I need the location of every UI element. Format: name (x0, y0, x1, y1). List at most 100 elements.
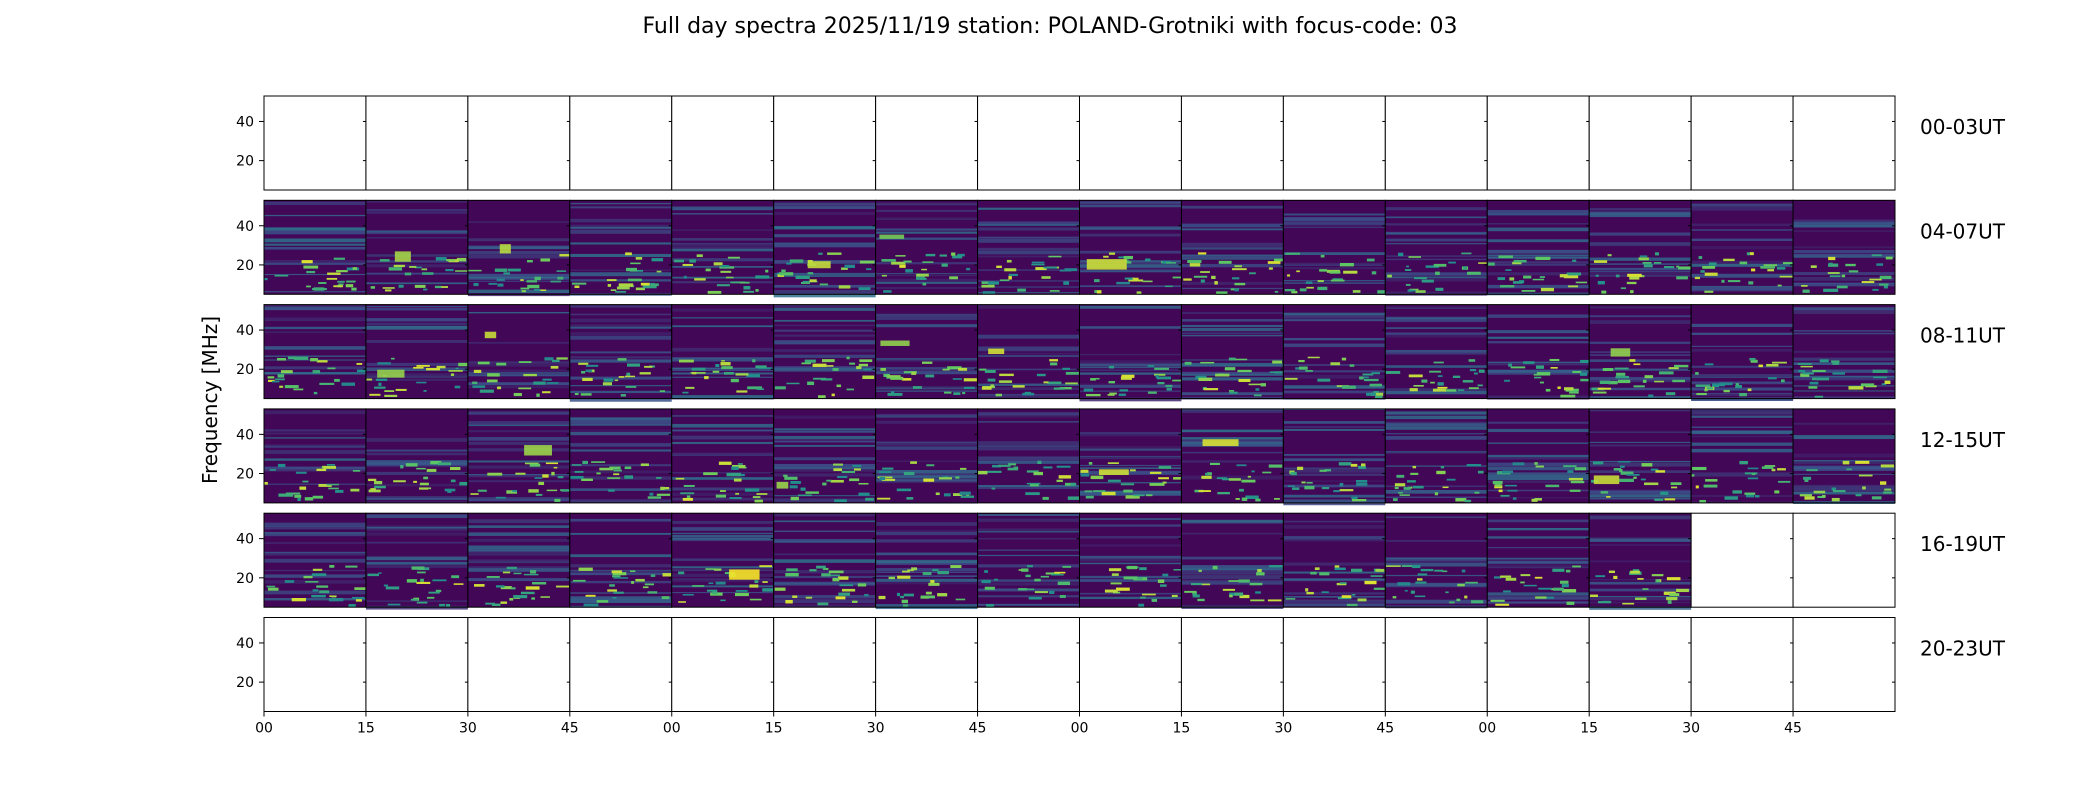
burst-mark (944, 391, 952, 394)
burst-mark (1301, 481, 1306, 484)
burst-mark (801, 362, 812, 365)
spectrum-panel (1282, 617, 1386, 712)
band-stripe (1487, 249, 1590, 254)
burst-mark (779, 272, 794, 276)
burst-mark (1845, 263, 1856, 267)
band-stripe (1487, 284, 1590, 289)
burst-mark (1198, 490, 1211, 492)
band-stripe (977, 349, 1080, 352)
band-stripe (875, 531, 978, 536)
burst-mark (366, 378, 373, 381)
burst-mark (1350, 463, 1358, 467)
band-stripe (467, 254, 570, 259)
band-stripe (977, 595, 1080, 598)
burst-mark (1413, 384, 1424, 387)
burst-mark (1846, 468, 1852, 471)
spectrum-panel (1384, 95, 1488, 191)
strong-emission (1086, 259, 1127, 270)
y-tick-label: 20 (236, 675, 254, 691)
strong-emission (807, 261, 831, 269)
burst-mark (720, 270, 732, 273)
band-stripe (264, 201, 366, 206)
spectrum-panel (365, 512, 469, 610)
panel-background (569, 617, 672, 712)
burst-mark (1337, 597, 1352, 600)
burst-mark (1364, 580, 1377, 585)
band-stripe (1487, 557, 1590, 560)
burst-mark (822, 365, 834, 367)
band-stripe (1691, 375, 1794, 377)
band-stripe (1283, 480, 1386, 482)
band-stripe (1691, 365, 1794, 368)
burst-mark (580, 393, 592, 396)
spectrum-panel (875, 95, 979, 191)
band-stripe (1385, 411, 1488, 415)
burst-mark (1415, 290, 1426, 293)
burst-mark (853, 468, 861, 471)
burst-mark (355, 599, 362, 602)
burst-mark (1234, 288, 1239, 292)
band-stripe (1793, 246, 1895, 249)
band-stripe (671, 308, 774, 312)
band-stripe (1079, 305, 1182, 309)
burst-mark (382, 287, 395, 289)
burst-mark (1666, 596, 1678, 601)
burst-mark (786, 382, 800, 385)
burst-mark (651, 258, 664, 262)
burst-mark (496, 386, 502, 390)
band-stripe (1385, 255, 1488, 257)
burst-mark (1198, 377, 1213, 382)
band-stripe (1079, 464, 1182, 467)
band-stripe (1181, 246, 1284, 249)
burst-mark (1183, 278, 1192, 281)
panel-background (671, 617, 774, 712)
band-stripe (671, 276, 774, 279)
burst-mark (521, 290, 526, 293)
burst-mark (939, 254, 947, 257)
burst-mark (937, 593, 948, 597)
burst-mark (450, 466, 461, 471)
burst-mark (1821, 495, 1826, 498)
burst-mark (1639, 255, 1648, 258)
burst-mark (1197, 252, 1207, 255)
burst-mark (1465, 581, 1478, 584)
burst-mark (789, 485, 798, 489)
burst-mark (992, 464, 1002, 468)
burst-mark (1269, 371, 1283, 374)
burst-mark (410, 598, 419, 601)
burst-mark (267, 587, 279, 591)
band-stripe (671, 259, 774, 261)
burst-mark (345, 565, 358, 568)
burst-mark (1862, 486, 1866, 490)
burst-mark (1084, 490, 1093, 493)
panel-background (1487, 617, 1590, 712)
burst-mark (1855, 460, 1870, 464)
band-stripe (1691, 501, 1794, 503)
band-stripe (467, 548, 570, 552)
burst-mark (1067, 496, 1082, 500)
burst-mark (1110, 582, 1122, 585)
burst-mark (1782, 262, 1796, 265)
burst-mark (1108, 568, 1122, 572)
burst-mark (998, 380, 1013, 383)
band-stripe (1487, 421, 1590, 424)
burst-mark (1467, 271, 1481, 275)
band-stripe (773, 539, 876, 542)
band-stripe (1283, 520, 1386, 523)
burst-mark (556, 357, 568, 360)
burst-mark (1674, 364, 1689, 368)
burst-mark (858, 492, 870, 496)
burst-mark (1559, 580, 1569, 584)
burst-mark (1142, 280, 1153, 283)
burst-mark (1329, 271, 1341, 274)
band-stripe (1079, 366, 1182, 369)
burst-mark (705, 268, 711, 272)
band-stripe (1385, 207, 1488, 211)
burst-mark (596, 472, 601, 475)
burst-mark (1871, 254, 1882, 257)
band-stripe (1283, 374, 1386, 379)
burst-mark (513, 392, 522, 397)
burst-mark (446, 259, 455, 262)
burst-mark (708, 582, 714, 585)
band-stripe (1283, 385, 1386, 388)
